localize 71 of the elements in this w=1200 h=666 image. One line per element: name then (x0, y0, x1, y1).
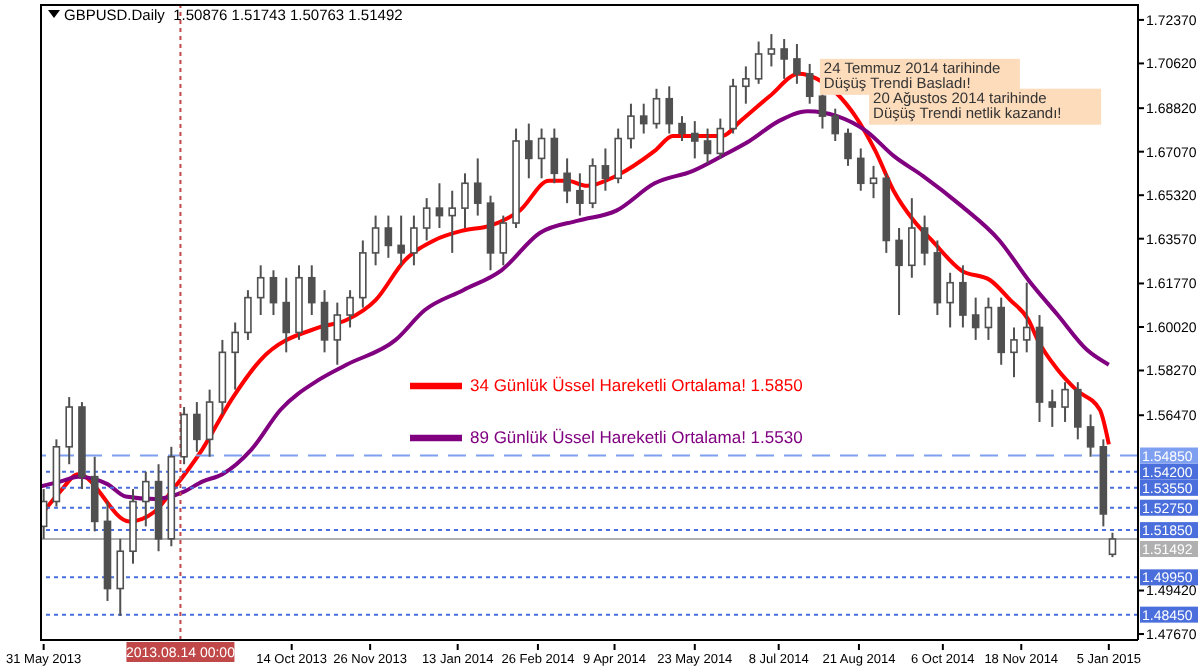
candlestick (1061, 381, 1069, 423)
candlestick (448, 189, 457, 254)
candlestick (920, 214, 929, 267)
candlestick (461, 172, 469, 230)
candlestick (831, 107, 840, 142)
candlestick (359, 239, 367, 309)
candlestick (742, 65, 750, 105)
candlestick (307, 264, 316, 317)
candlestick (256, 264, 265, 317)
candlestick (346, 289, 354, 329)
candlestick (525, 122, 533, 180)
candlestick (576, 172, 584, 217)
candlestick (410, 214, 418, 267)
candlestick (397, 214, 405, 267)
candlestick (269, 269, 278, 317)
candlestick (116, 537, 125, 617)
candlestick (499, 214, 508, 267)
candlestick (1022, 281, 1031, 354)
candlestick (703, 127, 712, 165)
candlestick (384, 214, 393, 259)
candlestick (1108, 531, 1117, 559)
candlestick (627, 102, 635, 150)
candlestick (180, 406, 188, 466)
candlestick (282, 276, 291, 354)
text: 34 Günlük Üssel Hareketli Ortalama! 1.5850 (470, 374, 803, 395)
candlestick (639, 102, 648, 135)
candlestick (984, 296, 993, 341)
candlestick (65, 396, 73, 466)
candlestick (690, 120, 699, 160)
candlestick (946, 271, 954, 329)
candlestick (652, 87, 661, 130)
candlestick (550, 127, 559, 185)
candlestick (231, 321, 239, 391)
candlestick (1074, 381, 1082, 441)
candlestick (614, 127, 622, 185)
candlestick (588, 157, 597, 210)
candlestick (844, 127, 852, 167)
candlestick (678, 115, 686, 142)
candlestick (716, 117, 725, 160)
candlestick (333, 301, 342, 366)
candlestick (729, 77, 737, 135)
candlestick (473, 157, 482, 217)
candlestick (90, 455, 99, 533)
candlestick (908, 197, 916, 279)
candlestick (1010, 326, 1018, 379)
candlestick (1086, 413, 1095, 458)
candlestick (665, 85, 674, 135)
candlestick (767, 33, 776, 68)
candlestick (205, 388, 214, 458)
candlestick (997, 296, 1006, 366)
candlestick (422, 197, 431, 242)
candlestick (141, 470, 150, 528)
candlestick (793, 43, 801, 85)
candlestick (869, 164, 878, 200)
candlestick (959, 264, 967, 329)
candlestick (780, 38, 788, 80)
candlestick (193, 401, 201, 453)
candlestick (371, 214, 380, 267)
candlestick (601, 147, 610, 192)
candlestick (971, 296, 980, 341)
candlestick (805, 62, 814, 105)
candlestick (244, 289, 252, 341)
candlestick (754, 40, 763, 85)
text: 89 Günlük Üssel Hareketli Ortalama! 1.5530 (470, 426, 803, 447)
candlestick (537, 127, 546, 180)
candlestick (563, 157, 571, 205)
candlestick (856, 147, 865, 192)
candlestick (320, 289, 329, 354)
candlestick (895, 227, 903, 317)
candlestick (1048, 388, 1057, 428)
candlestick (435, 182, 444, 230)
